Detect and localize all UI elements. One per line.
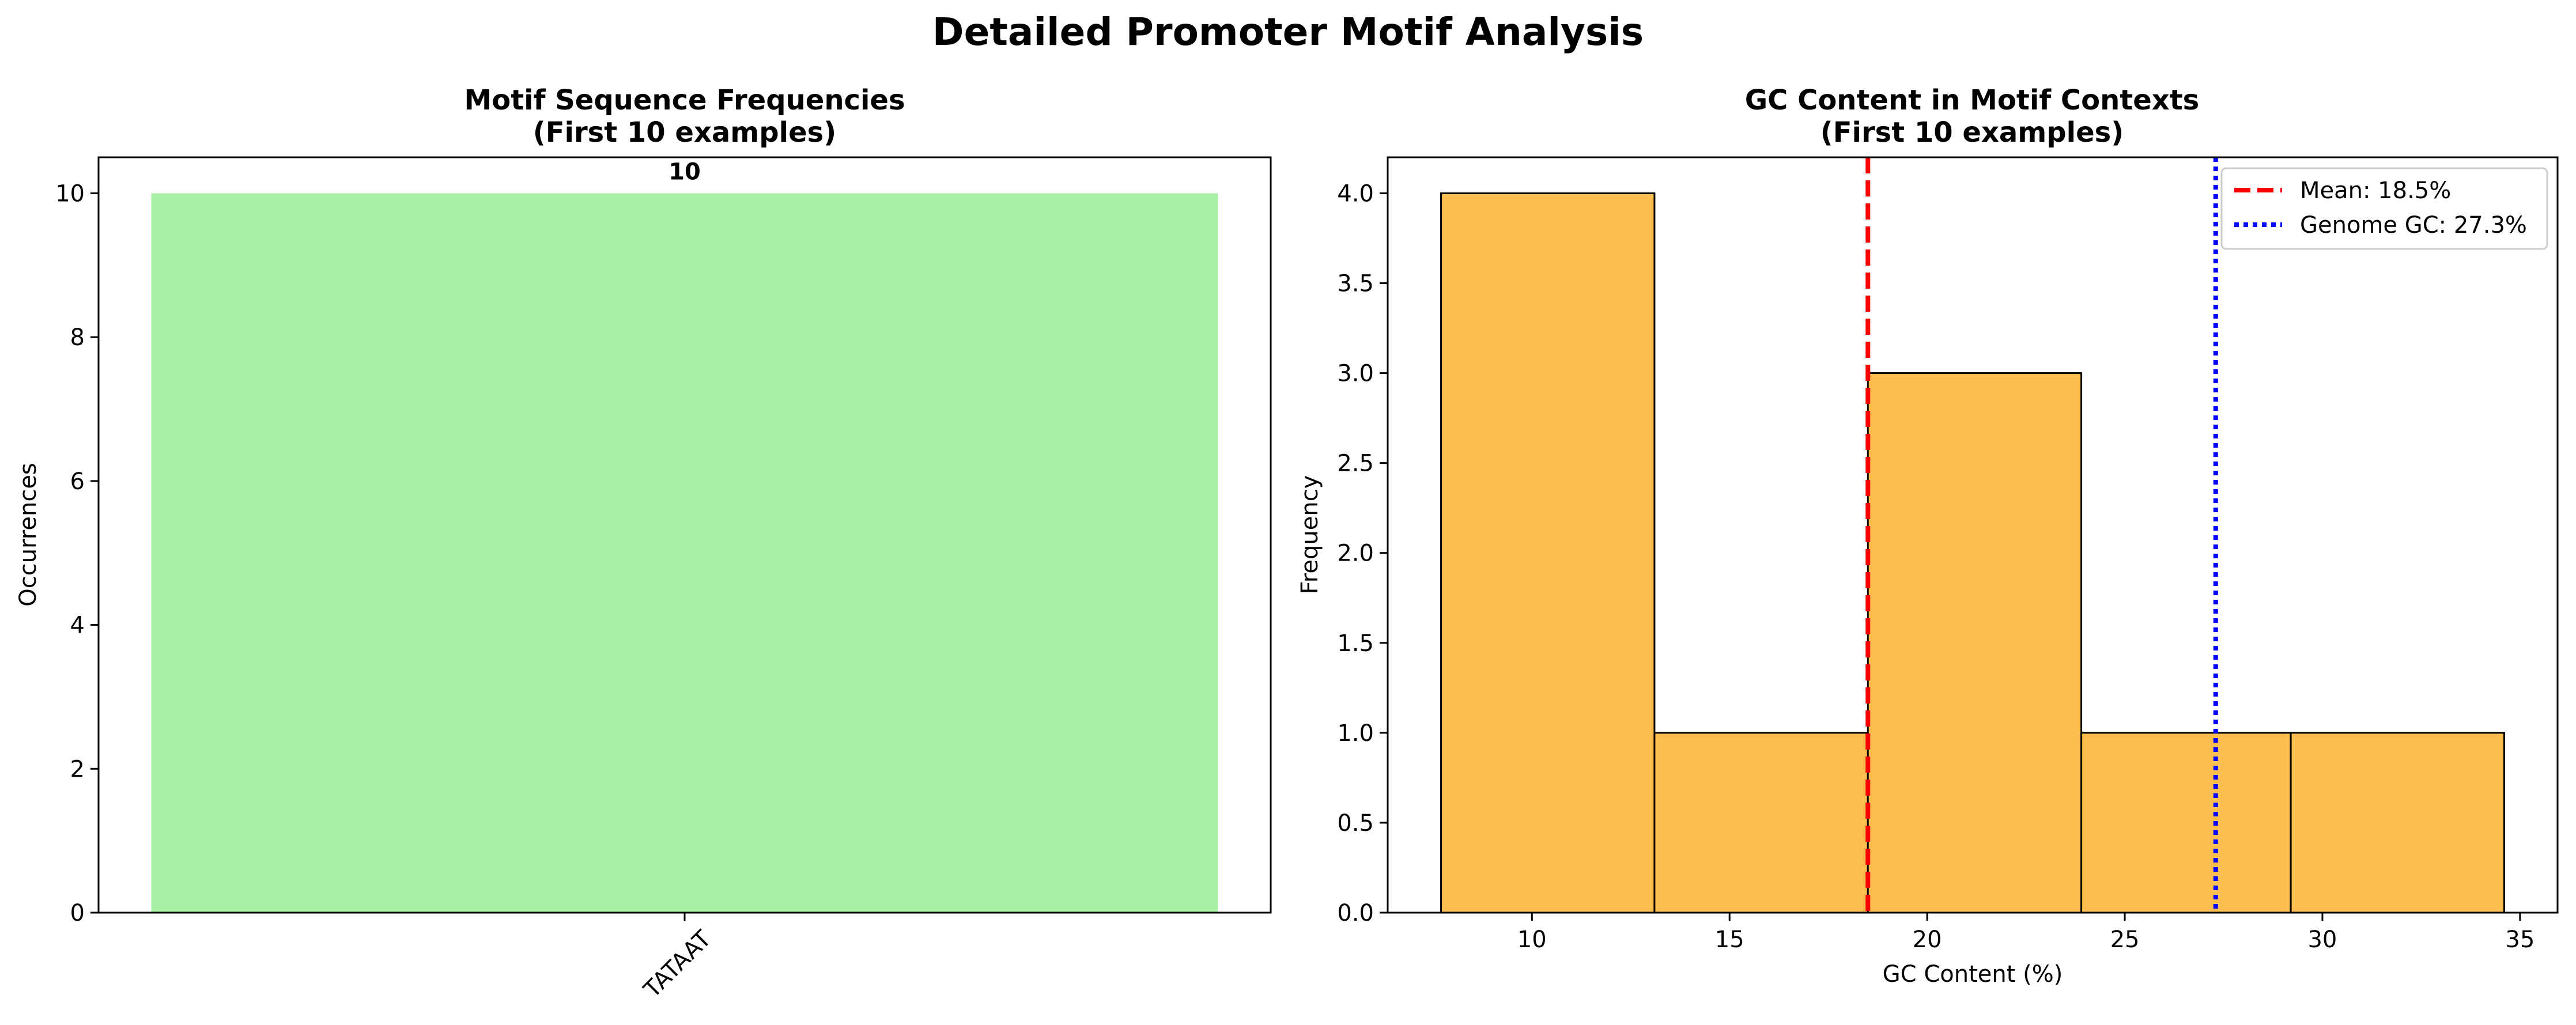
y-tick-label: 1.0 [1337, 720, 1374, 747]
bar-data-label: 10 [668, 158, 701, 185]
histogram-bar [1653, 732, 1869, 914]
histogram-bar [1867, 372, 2083, 914]
x-tick-label: TATAAT [639, 925, 717, 1004]
gc-chart-plot-frame [1387, 156, 2559, 914]
x-tick-label: 25 [2110, 926, 2140, 953]
histogram-bar [2290, 732, 2505, 914]
y-tick-label: 10 [55, 180, 85, 207]
y-tick-label: 2.0 [1337, 540, 1374, 567]
motif-chart-plot-frame [97, 156, 1272, 914]
histogram-bar [1440, 192, 1656, 914]
gc-chart-title-line-2: (First 10 examples) [1820, 116, 2124, 149]
y-tick-label: 3.0 [1337, 361, 1374, 387]
y-tick-label: 2.5 [1337, 451, 1374, 477]
motif-bar [151, 193, 1218, 913]
legend-genome-gc-label: Genome GC: 27.3% [2300, 212, 2527, 239]
legend: Mean: 18.5% Genome GC: 27.3% [2220, 167, 2548, 250]
x-tick-label: 15 [1715, 926, 1744, 953]
y-tick-label: 6 [70, 468, 85, 495]
gc-content-histogram: GC Content in Motif Contexts (First 10 e… [1297, 84, 2559, 988]
gc-chart-y-axis-label: Frequency [1297, 475, 1323, 595]
y-tick-label: 0.5 [1337, 810, 1374, 837]
gc-chart-title-line-1: GC Content in Motif Contexts [1745, 84, 2199, 116]
motif-frequency-chart: Motif Sequence Frequencies (First 10 exa… [15, 84, 1272, 1004]
x-tick-label: 30 [2307, 926, 2337, 953]
y-tick-label: 1.5 [1337, 630, 1374, 657]
histogram-bar [2080, 732, 2292, 914]
legend-box [2220, 167, 2548, 250]
y-tick-label: 0 [70, 900, 85, 926]
motif-chart-title-line-1: Motif Sequence Frequencies [464, 84, 905, 116]
gc-chart-x-axis-label: GC Content (%) [1883, 961, 2063, 988]
x-tick-label: 20 [1913, 926, 1942, 953]
y-tick-label: 0.0 [1337, 900, 1374, 926]
y-tick-label: 3.5 [1337, 271, 1374, 297]
y-tick-label: 4.0 [1337, 180, 1374, 207]
y-tick-label: 4 [70, 612, 85, 639]
x-tick-label: 35 [2505, 926, 2535, 953]
legend-mean-label: Mean: 18.5% [2300, 177, 2451, 204]
x-tick-label: 10 [1517, 926, 1547, 953]
figure-title: Detailed Promoter Motif Analysis [932, 10, 1644, 54]
motif-chart-y-axis-label: Occurrences [15, 463, 41, 607]
y-tick-label: 8 [70, 324, 85, 351]
y-tick-label: 2 [70, 756, 85, 782]
motif-chart-title-line-2: (First 10 examples) [533, 116, 836, 149]
